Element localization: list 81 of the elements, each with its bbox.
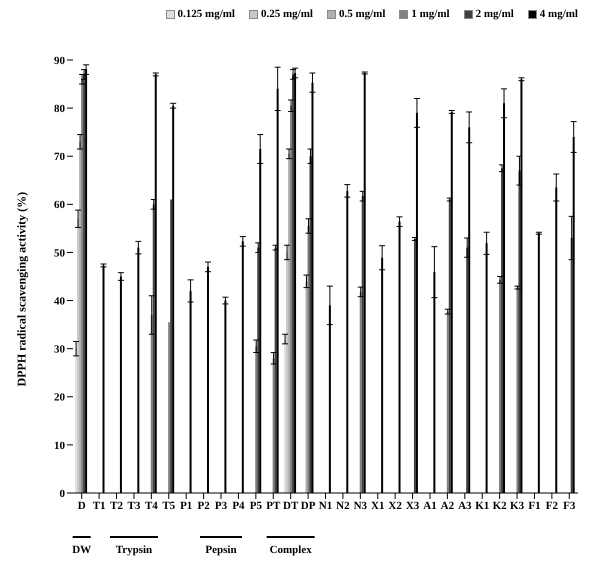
y-tick-label: 70 xyxy=(54,151,66,164)
x-tick-label: X1 xyxy=(371,500,384,512)
legend-label: 2 mg/ml xyxy=(474,8,514,20)
x-tick-label: T3 xyxy=(128,500,141,512)
x-tick-label: K1 xyxy=(475,500,490,512)
x-tick-label: T1 xyxy=(92,500,106,512)
bar xyxy=(446,312,449,493)
x-tick-label: P1 xyxy=(180,500,192,512)
bar xyxy=(570,238,573,493)
y-tick-label: 40 xyxy=(54,295,66,308)
x-tick-label: P2 xyxy=(197,500,210,512)
y-tick-label: 20 xyxy=(54,392,66,404)
bar xyxy=(255,346,258,493)
x-tick-label: DP xyxy=(300,500,316,512)
y-tick-label: 60 xyxy=(54,199,66,212)
bar xyxy=(516,288,518,493)
x-tick-label: T2 xyxy=(110,500,124,512)
bar xyxy=(305,281,308,493)
y-tick-label: 50 xyxy=(54,247,66,260)
bar xyxy=(518,170,520,493)
bar xyxy=(309,156,312,493)
text: Trypsin xyxy=(116,544,152,556)
y-tick-label: 10 xyxy=(54,440,66,452)
y-tick-label: 0 xyxy=(60,488,66,500)
bar xyxy=(307,226,310,493)
text: Complex xyxy=(270,544,312,556)
bar xyxy=(362,196,364,493)
bar xyxy=(150,314,153,493)
x-tick-label: T4 xyxy=(144,500,158,512)
bar xyxy=(501,168,504,493)
bar xyxy=(274,248,277,493)
x-tick-label: N1 xyxy=(318,500,332,512)
y-tick-label: 30 xyxy=(54,344,66,356)
legend-label: 0.25 mg/ml xyxy=(260,8,313,20)
bar xyxy=(77,218,80,493)
x-tick-label: N2 xyxy=(336,500,350,512)
legend-label: 1 mg/ml xyxy=(410,8,450,20)
y-tick-label: 90 xyxy=(54,54,66,67)
bar xyxy=(288,154,290,493)
x-tick-label: T5 xyxy=(162,500,176,512)
x-tick-label: P5 xyxy=(250,500,262,512)
bar xyxy=(448,200,451,493)
legend-label: 4 mg/ml xyxy=(538,8,578,20)
bar xyxy=(81,79,84,493)
bar xyxy=(414,238,416,493)
bar xyxy=(170,200,172,493)
bar xyxy=(152,204,155,493)
bar xyxy=(286,252,288,493)
x-tick-label: K2 xyxy=(492,500,508,512)
x-tick-label: F1 xyxy=(528,500,541,512)
x-tick-label: F2 xyxy=(546,500,558,512)
legend-label: 0.5 mg/ml xyxy=(338,8,386,20)
bar xyxy=(466,248,468,493)
x-tick-label: DT xyxy=(283,500,299,512)
x-tick-label: P3 xyxy=(214,500,228,512)
bar xyxy=(79,142,82,493)
legend-label: 0.125 mg/ml xyxy=(176,8,235,20)
bar xyxy=(360,292,362,493)
text: DW xyxy=(72,544,92,556)
x-tick-label: K3 xyxy=(510,500,525,512)
x-tick-label: N3 xyxy=(354,500,368,512)
x-tick-label: P4 xyxy=(232,500,246,512)
y-tick-label: 80 xyxy=(54,103,66,116)
bar xyxy=(83,74,86,493)
bar xyxy=(168,322,170,493)
bar xyxy=(499,280,502,493)
x-tick-label: X2 xyxy=(388,500,402,512)
x-tick-label: A3 xyxy=(458,500,472,512)
bar xyxy=(272,358,275,493)
x-tick-label: A1 xyxy=(423,500,437,512)
x-tick-label: X3 xyxy=(406,500,420,512)
bar xyxy=(257,248,260,493)
bar xyxy=(284,339,286,493)
y-axis-title: DPPH radical scavenging activity (%) xyxy=(14,192,28,386)
bar xyxy=(75,348,78,493)
x-tick-label: D xyxy=(78,500,86,512)
x-tick-label: A2 xyxy=(440,500,455,512)
x-tick-label: F3 xyxy=(563,500,576,512)
x-tick-label: PT xyxy=(266,500,281,512)
text: Pepsin xyxy=(205,544,237,556)
bar xyxy=(290,106,292,493)
